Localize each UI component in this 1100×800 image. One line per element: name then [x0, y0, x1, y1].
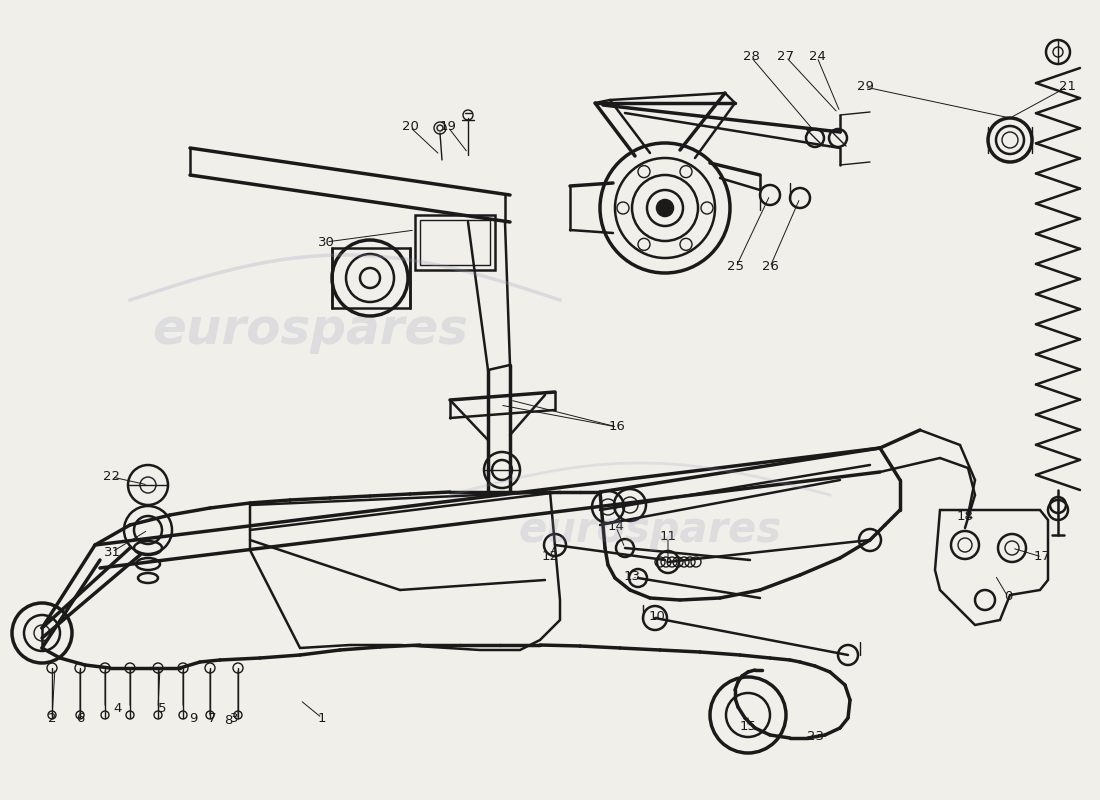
Text: 27: 27	[778, 50, 794, 63]
Text: 14: 14	[607, 521, 625, 534]
Bar	[332, 248, 410, 308]
Text: 8: 8	[223, 714, 232, 726]
Text: 2: 2	[47, 711, 56, 725]
Text: 30: 30	[318, 235, 334, 249]
Text: 21: 21	[1058, 81, 1076, 94]
Text: 6: 6	[76, 711, 85, 725]
Text: 18: 18	[957, 510, 974, 523]
Text: 3: 3	[230, 711, 239, 725]
Text: 1: 1	[318, 711, 327, 725]
Bar	[420, 220, 490, 265]
Text: 25: 25	[727, 261, 745, 274]
Text: 28: 28	[742, 50, 759, 63]
Bar	[415, 215, 495, 270]
Text: 9: 9	[189, 711, 197, 725]
Text: 11: 11	[660, 530, 676, 543]
Text: 7: 7	[208, 711, 217, 725]
Text: 29: 29	[857, 81, 873, 94]
Text: 15: 15	[739, 721, 757, 734]
Circle shape	[657, 200, 673, 216]
Text: 23: 23	[806, 730, 824, 743]
Text: 19: 19	[440, 121, 456, 134]
Text: 31: 31	[103, 546, 121, 558]
Text: 22: 22	[103, 470, 121, 483]
Text: 12: 12	[541, 550, 559, 563]
Text: 20: 20	[402, 121, 418, 134]
Text: 13: 13	[624, 570, 640, 583]
Text: 4: 4	[113, 702, 122, 714]
Text: 17: 17	[1034, 550, 1050, 563]
Text: 26: 26	[761, 261, 779, 274]
Text: 24: 24	[808, 50, 825, 63]
Text: eurospares: eurospares	[518, 509, 782, 551]
Text: eurospares: eurospares	[152, 306, 468, 354]
Text: 5: 5	[157, 702, 166, 714]
Text: 0: 0	[1004, 590, 1012, 603]
Text: 16: 16	[608, 421, 626, 434]
Text: 10: 10	[649, 610, 666, 623]
